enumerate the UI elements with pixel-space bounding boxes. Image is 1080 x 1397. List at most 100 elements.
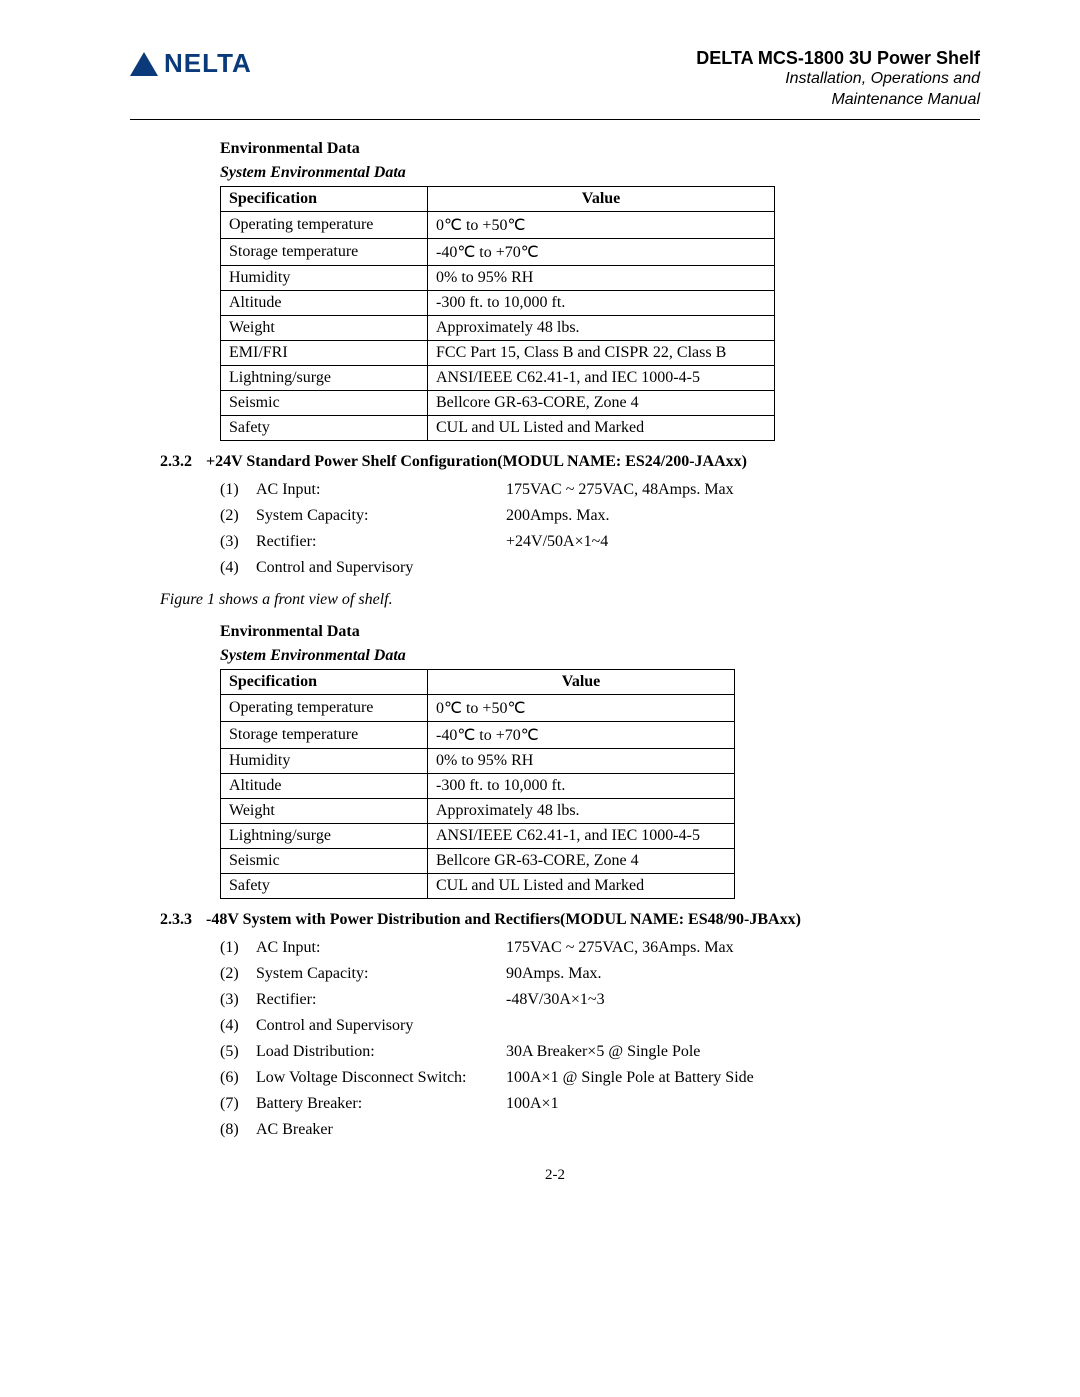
table-cell: Operating temperature xyxy=(221,211,428,238)
table-cell: Weight xyxy=(221,315,428,340)
list-num: (1) xyxy=(220,481,256,499)
table-cell: FCC Part 15, Class B and CISPR 22, Class… xyxy=(428,340,775,365)
table-cell: Bellcore GR-63-CORE, Zone 4 xyxy=(428,848,735,873)
list-label: System Capacity: xyxy=(256,507,506,525)
table-header: Value xyxy=(428,186,775,211)
env-data-heading-2: Environmental Data xyxy=(220,623,980,641)
table-cell: ANSI/IEEE C62.41-1, and IEC 1000-4-5 xyxy=(428,365,775,390)
table-header: Specification xyxy=(221,186,428,211)
brand-logo: NELTA xyxy=(130,48,252,79)
table-row: WeightApproximately 48 lbs. xyxy=(221,315,775,340)
list-value: 30A Breaker×5 @ Single Pole xyxy=(506,1043,980,1061)
page-content: Environmental Data System Environmental … xyxy=(130,140,980,1143)
subsection-title: -48V System with Power Distribution and … xyxy=(206,911,801,929)
logo-triangle-icon xyxy=(130,52,158,76)
table-cell: Safety xyxy=(221,873,428,898)
list-value: 100A×1 @ Single Pole at Battery Side xyxy=(506,1069,980,1087)
table-cell: Weight xyxy=(221,798,428,823)
table-header: Specification xyxy=(221,669,428,694)
table-cell: Seismic xyxy=(221,848,428,873)
table-cell: Bellcore GR-63-CORE, Zone 4 xyxy=(428,390,775,415)
table-header: Value xyxy=(428,669,735,694)
list-label: AC Input: xyxy=(256,939,506,957)
list-label: Control and Supervisory xyxy=(256,1017,506,1035)
list-item: (3)Rectifier:+24V/50A×1~4 xyxy=(220,529,980,555)
subsection-232: 2.3.2 +24V Standard Power Shelf Configur… xyxy=(160,453,980,471)
list-num: (6) xyxy=(220,1069,256,1087)
list-num: (3) xyxy=(220,533,256,551)
spec-list-232: (1)AC Input:175VAC ~ 275VAC, 48Amps. Max… xyxy=(220,477,980,581)
sys-env-heading-2: System Environmental Data xyxy=(220,647,980,665)
doc-subtitle-2: Maintenance Manual xyxy=(696,90,980,111)
list-value: 90Amps. Max. xyxy=(506,965,980,983)
list-item: (7)Battery Breaker:100A×1 xyxy=(220,1091,980,1117)
list-value: 100A×1 xyxy=(506,1095,980,1113)
list-num: (5) xyxy=(220,1043,256,1061)
list-num: (3) xyxy=(220,991,256,1009)
table-row: Humidity0% to 95% RH xyxy=(221,748,735,773)
list-item: (1)AC Input:175VAC ~ 275VAC, 36Amps. Max xyxy=(220,935,980,961)
list-num: (4) xyxy=(220,1017,256,1035)
table-cell: 0℃ to +50℃ xyxy=(428,694,735,721)
list-label: Load Distribution: xyxy=(256,1043,506,1061)
table-cell: -40℃ to +70℃ xyxy=(428,238,775,265)
list-value xyxy=(506,559,980,577)
list-item: (6)Low Voltage Disconnect Switch:100A×1 … xyxy=(220,1065,980,1091)
list-item: (4)Control and Supervisory xyxy=(220,555,980,581)
list-value: 175VAC ~ 275VAC, 48Amps. Max xyxy=(506,481,980,499)
spec-list-233: (1)AC Input:175VAC ~ 275VAC, 36Amps. Max… xyxy=(220,935,980,1143)
list-value xyxy=(506,1017,980,1035)
doc-title: DELTA MCS-1800 3U Power Shelf xyxy=(696,48,980,69)
logo-text: NELTA xyxy=(164,48,252,79)
table-row: WeightApproximately 48 lbs. xyxy=(221,798,735,823)
table-row: Lightning/surgeANSI/IEEE C62.41-1, and I… xyxy=(221,823,735,848)
table-cell: Altitude xyxy=(221,290,428,315)
subsection-233: 2.3.3 -48V System with Power Distributio… xyxy=(160,911,980,929)
env-table-2: Specification Value Operating temperatur… xyxy=(220,669,735,899)
table-row: SeismicBellcore GR-63-CORE, Zone 4 xyxy=(221,848,735,873)
table-cell: Storage temperature xyxy=(221,721,428,748)
table-cell: EMI/FRI xyxy=(221,340,428,365)
table-cell: 0℃ to +50℃ xyxy=(428,211,775,238)
subsection-num: 2.3.3 xyxy=(160,911,192,929)
table-row: Humidity0% to 95% RH xyxy=(221,265,775,290)
table-row: Altitude-300 ft. to 10,000 ft. xyxy=(221,290,775,315)
list-label: Rectifier: xyxy=(256,533,506,551)
table-cell: -300 ft. to 10,000 ft. xyxy=(428,773,735,798)
table-cell: Lightning/surge xyxy=(221,823,428,848)
table-cell: Humidity xyxy=(221,748,428,773)
list-label: System Capacity: xyxy=(256,965,506,983)
table-row: SafetyCUL and UL Listed and Marked xyxy=(221,415,775,440)
table-row: SeismicBellcore GR-63-CORE, Zone 4 xyxy=(221,390,775,415)
subsection-num: 2.3.2 xyxy=(160,453,192,471)
list-item: (4)Control and Supervisory xyxy=(220,1013,980,1039)
table-cell: Safety xyxy=(221,415,428,440)
table-row: Operating temperature0℃ to +50℃ xyxy=(221,694,735,721)
table-cell: CUL and UL Listed and Marked xyxy=(428,873,735,898)
table-cell: Altitude xyxy=(221,773,428,798)
page-number: 2-2 xyxy=(130,1167,980,1184)
table-row: Storage temperature-40℃ to +70℃ xyxy=(221,721,735,748)
list-item: (2)System Capacity:200Amps. Max. xyxy=(220,503,980,529)
list-num: (1) xyxy=(220,939,256,957)
list-value: 175VAC ~ 275VAC, 36Amps. Max xyxy=(506,939,980,957)
list-value: 200Amps. Max. xyxy=(506,507,980,525)
list-label: Rectifier: xyxy=(256,991,506,1009)
env-data-heading-1: Environmental Data xyxy=(220,140,980,158)
table-cell: Lightning/surge xyxy=(221,365,428,390)
table-cell: Operating temperature xyxy=(221,694,428,721)
list-num: (8) xyxy=(220,1121,256,1139)
list-label: Control and Supervisory xyxy=(256,559,506,577)
table-cell: ANSI/IEEE C62.41-1, and IEC 1000-4-5 xyxy=(428,823,735,848)
list-num: (7) xyxy=(220,1095,256,1113)
table-cell: Approximately 48 lbs. xyxy=(428,315,775,340)
table-cell: Approximately 48 lbs. xyxy=(428,798,735,823)
table-row: Lightning/surgeANSI/IEEE C62.41-1, and I… xyxy=(221,365,775,390)
page-header: NELTA DELTA MCS-1800 3U Power Shelf Inst… xyxy=(130,48,980,120)
list-item: (8)AC Breaker xyxy=(220,1117,980,1143)
list-num: (2) xyxy=(220,965,256,983)
table-row: EMI/FRIFCC Part 15, Class B and CISPR 22… xyxy=(221,340,775,365)
table-cell: 0% to 95% RH xyxy=(428,748,735,773)
list-item: (5)Load Distribution:30A Breaker×5 @ Sin… xyxy=(220,1039,980,1065)
list-num: (4) xyxy=(220,559,256,577)
